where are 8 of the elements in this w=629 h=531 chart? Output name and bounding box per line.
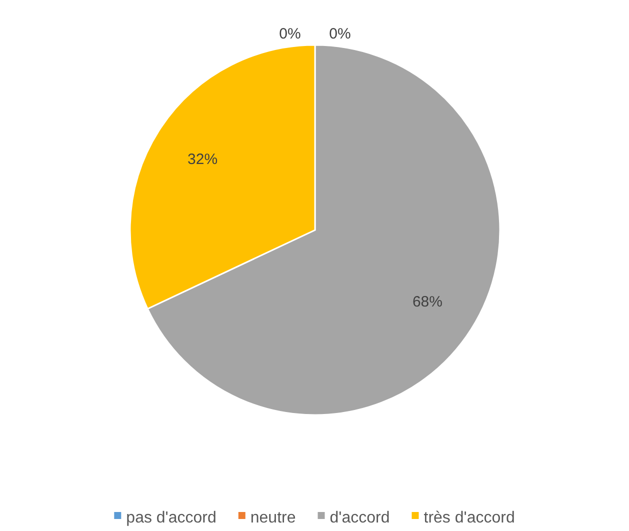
text: 0%: [329, 25, 351, 42]
data-label: 68%: [412, 294, 442, 311]
legend-label: très d'accord: [424, 510, 515, 527]
text: 0%: [279, 25, 301, 42]
legend-label: neutre: [250, 510, 296, 527]
data-label: 32%: [188, 150, 218, 168]
legend-label: d'accord: [330, 510, 390, 527]
legend-label: pas d'accord: [126, 510, 216, 527]
